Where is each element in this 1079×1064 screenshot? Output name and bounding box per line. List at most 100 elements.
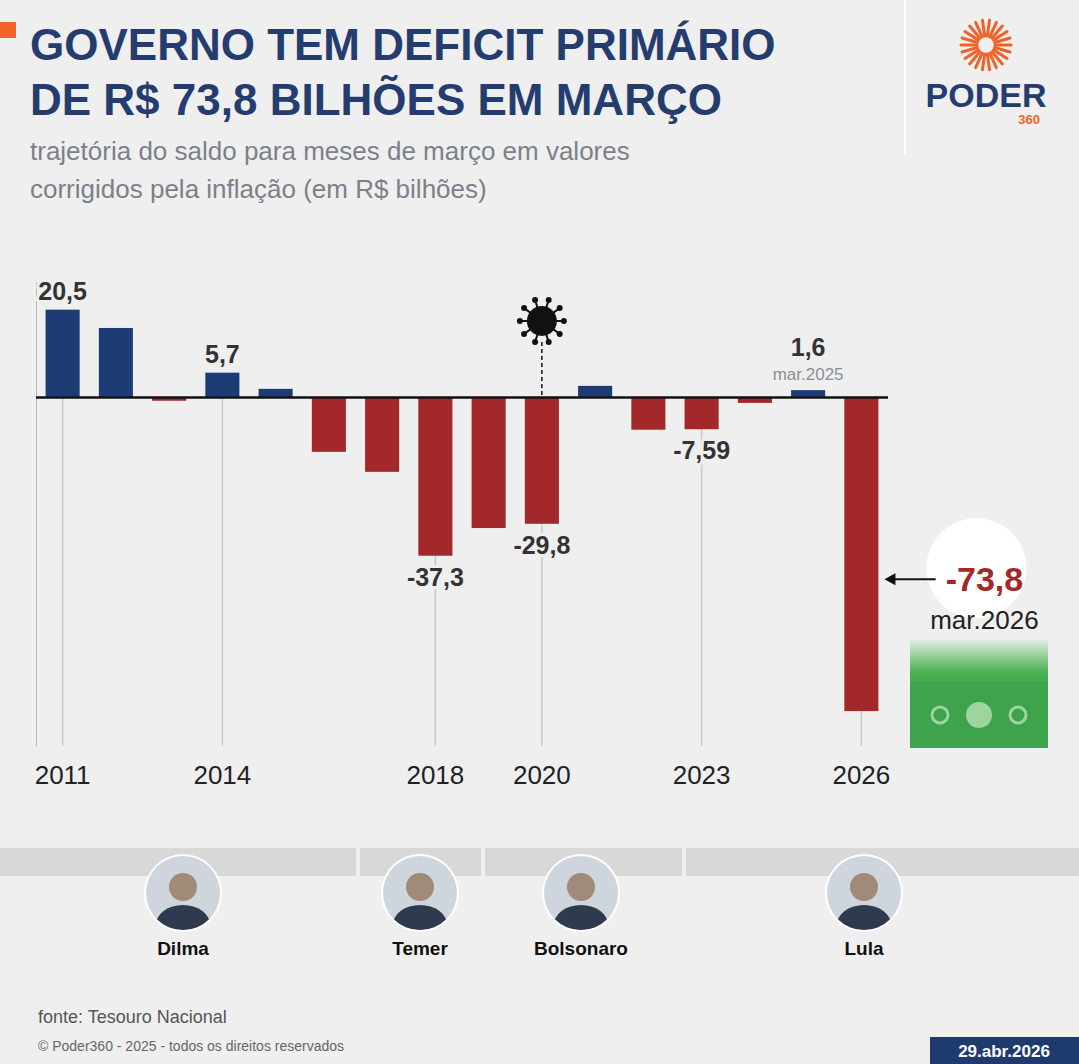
portrait: [143, 853, 223, 945]
logo-ray: [987, 20, 989, 36]
title-marker: [0, 22, 16, 38]
background: [0, 0, 1079, 1064]
x-tick-label: 2026: [832, 760, 890, 790]
x-tick-label: 2020: [513, 760, 571, 790]
x-tick: 2026: [832, 397, 890, 791]
zero-line: [36, 396, 888, 399]
bar: [99, 328, 133, 397]
data-label: 20,5: [38, 277, 87, 305]
bar: [205, 373, 239, 397]
data-label: -73,8: [946, 560, 1024, 598]
x-tick-line: [222, 397, 224, 746]
x-tick: 2011: [35, 397, 91, 791]
bar-note: mar.2026: [930, 605, 1038, 635]
bar: [844, 397, 878, 711]
money-mark: [932, 707, 948, 723]
portrait-image: [824, 853, 904, 945]
portrait-image: [541, 853, 621, 945]
portrait: [824, 853, 904, 945]
portrait: [541, 853, 621, 945]
y-axis-line: [36, 283, 37, 747]
virus-spike-tip: [521, 305, 527, 311]
bar: [631, 397, 665, 430]
bar: [418, 397, 452, 556]
x-tick-label: 2023: [673, 760, 731, 790]
x-tick-line: [62, 397, 64, 746]
money-mark: [1010, 707, 1026, 723]
logo-number: 360: [1018, 112, 1040, 127]
bar: [46, 310, 80, 397]
money-icon: [910, 640, 1048, 748]
bar-note: mar.2025: [773, 365, 844, 384]
virus-spike-tip: [532, 297, 538, 303]
text-line: corrigidos pela inflação (em R$ bilhões): [30, 174, 487, 204]
separator: [904, 0, 906, 155]
portrait-head: [567, 873, 595, 901]
portrait-image: [380, 853, 460, 945]
money-center: [966, 702, 992, 728]
virus-spike-tip: [557, 331, 563, 337]
portrait-head: [850, 873, 878, 901]
bar: [259, 389, 293, 397]
data-label: -37,3: [407, 563, 464, 591]
logo-name: PODER: [926, 76, 1047, 114]
president-name: Dilma: [157, 938, 209, 959]
presidents: Dilma Temer Bolsonaro Lula: [0, 848, 1079, 959]
money-bill-front: [910, 682, 1048, 748]
x-tick: 2020: [513, 397, 571, 791]
date: 29.abr.2026: [958, 1042, 1050, 1061]
portrait-head: [169, 873, 197, 901]
virus-spike-tip: [521, 331, 527, 337]
virus-spike-tip: [546, 297, 552, 303]
money-bill: [910, 640, 1048, 748]
x-tick: 2014: [193, 397, 251, 791]
virus-spike-tip: [532, 339, 538, 345]
logo-ray: [987, 54, 989, 70]
x-axis: 2011 2014 2018 2020 2023 2026: [35, 397, 891, 791]
logo-ray: [961, 44, 977, 47]
bar: [578, 386, 612, 397]
virus-spike-tip: [546, 339, 552, 345]
date-box: [930, 1037, 1079, 1064]
president-name: Temer: [392, 938, 448, 959]
portrait-image: [143, 853, 223, 945]
logo-ray: [995, 38, 1010, 43]
bar: [365, 397, 399, 472]
x-tick-label: 2011: [35, 760, 91, 790]
subtitle: trajetória do saldo para meses de março …: [30, 136, 630, 204]
virus-icon: [517, 297, 567, 345]
x-tick-label: 2014: [193, 760, 251, 790]
x-tick-label: 2018: [406, 760, 464, 790]
copyright: © Poder360 - 2025 - todos os direitos re…: [38, 1038, 344, 1054]
arrow-head: [884, 573, 895, 585]
virus-spike-tip: [517, 318, 523, 324]
y-tick: [36, 397, 888, 398]
bars: [46, 310, 879, 711]
president-name: Lula: [844, 938, 883, 959]
portrait: [380, 853, 460, 945]
bar: [472, 397, 506, 528]
bar: [525, 397, 559, 524]
data-label: 5,7: [205, 340, 240, 368]
logo-ray: [982, 54, 984, 70]
virus-spike-tip: [557, 305, 563, 311]
data-label: -29,8: [513, 531, 570, 559]
title: GOVERNO TEM DEFICIT PRIMÁRIO DE R$ 73,8 B…: [30, 20, 776, 124]
chart: GOVERNO TEM DEFICIT PRIMÁRIO DE R$ 73,8 B…: [0, 0, 1079, 1064]
x-tick: 2023: [673, 397, 731, 791]
portrait-head: [406, 873, 434, 901]
virus-body: [527, 306, 557, 336]
label-badge: [926, 518, 1026, 618]
president-name: Bolsonaro: [534, 938, 628, 959]
virus-spike-tip: [561, 318, 567, 324]
text-line: DE R$ 73,8 BILHÕES EM MARÇO: [30, 75, 722, 124]
logo-ray: [990, 53, 997, 68]
bar: [685, 397, 719, 429]
text-line: GOVERNO TEM DEFICIT PRIMÁRIO: [30, 20, 776, 69]
logo-icon: [961, 20, 1011, 69]
data-label: -7,59: [673, 436, 730, 464]
text-line: trajetória do saldo para meses de março …: [30, 136, 630, 166]
x-tick: 2018: [406, 397, 464, 791]
icon-line: [541, 342, 543, 397]
data-labels: 20,55,7-37,3-29,8-7,591,6mar.2025-73,8ma…: [38, 277, 1038, 635]
